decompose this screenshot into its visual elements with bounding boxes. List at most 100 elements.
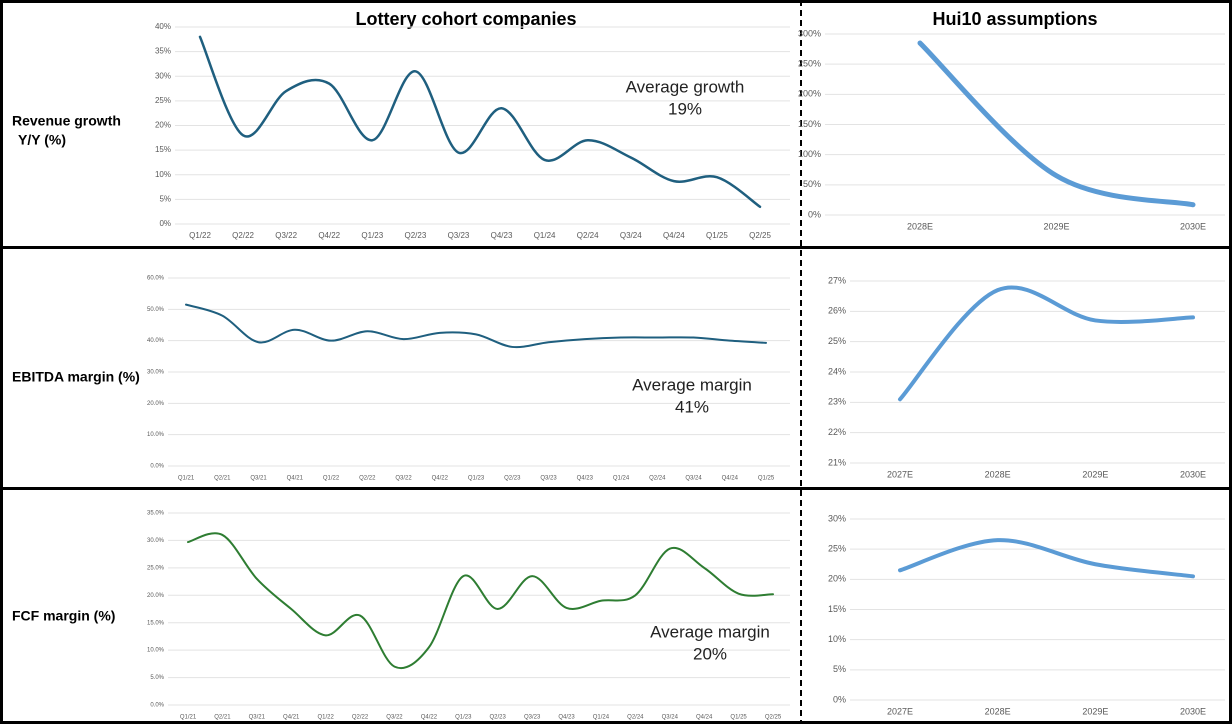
x-tick-label: Q4/24 — [696, 715, 713, 721]
y-tick-label: 250% — [798, 59, 821, 69]
x-tick-label: Q3/22 — [275, 231, 297, 240]
annotation: Average margin — [632, 375, 752, 394]
x-tick-label: Q4/22 — [421, 715, 438, 721]
x-tick-label: Q2/24 — [627, 715, 644, 721]
x-tick-label: Q4/23 — [558, 715, 575, 721]
line-series — [198, 35, 762, 209]
y-tick-label: 5% — [833, 664, 846, 674]
x-tick-label: Q1/25 — [758, 476, 775, 482]
x-tick-label: Q3/22 — [386, 715, 403, 721]
x-tick-label: Q4/21 — [287, 476, 304, 482]
y-tick-label: 25% — [155, 96, 171, 105]
x-tick-label: Q1/25 — [706, 231, 728, 240]
y-tick-label: 300% — [798, 28, 821, 38]
x-tick-label: Q4/24 — [722, 476, 739, 482]
x-tick-label: 2030E — [1180, 469, 1206, 479]
column-header: Lottery cohort companies — [355, 9, 576, 29]
x-tick-label: Q2/21 — [214, 476, 231, 482]
y-tick-label: 30.0% — [147, 538, 165, 544]
x-tick-label: Q3/23 — [524, 715, 541, 721]
y-tick-label: 25% — [828, 336, 846, 346]
x-tick-label: Q1/23 — [455, 715, 472, 721]
x-tick-label: Q2/25 — [749, 231, 771, 240]
x-tick-label: Q2/22 — [359, 476, 376, 482]
x-tick-label: Q1/21 — [178, 476, 195, 482]
x-tick-label: 2028E — [985, 469, 1011, 479]
x-tick-label: Q2/25 — [765, 715, 782, 721]
y-tick-label: 5% — [159, 194, 171, 203]
y-tick-label: 0% — [159, 219, 171, 228]
x-tick-label: Q4/23 — [491, 231, 513, 240]
y-tick-label: 23% — [828, 397, 846, 407]
x-tick-label: Q1/24 — [613, 476, 630, 482]
y-tick-label: 30% — [155, 71, 171, 80]
column-header: Hui10 assumptions — [932, 9, 1097, 29]
y-tick-label: 50% — [803, 179, 821, 189]
y-tick-label: 15.0% — [147, 620, 165, 626]
x-tick-label: 2028E — [985, 706, 1011, 716]
x-tick-label: Q4/21 — [283, 715, 300, 721]
annotation: 20% — [693, 644, 727, 663]
y-tick-label: 21% — [828, 457, 846, 467]
y-tick-label: 60.0% — [147, 276, 165, 282]
y-tick-label: 10% — [155, 170, 171, 179]
line-series — [898, 538, 1195, 579]
x-tick-label: Q2/23 — [490, 715, 507, 721]
annotation: Average margin — [650, 622, 770, 641]
row-label: EBITDA margin (%) — [12, 369, 140, 385]
x-tick-label: Q1/24 — [534, 231, 556, 240]
x-tick-label: Q3/23 — [540, 476, 557, 482]
x-tick-label: Q2/23 — [504, 476, 521, 482]
x-tick-label: Q3/23 — [448, 231, 470, 240]
y-tick-label: 20.0% — [147, 401, 165, 407]
x-tick-label: Q2/21 — [214, 715, 231, 721]
x-tick-label: Q1/23 — [361, 231, 383, 240]
x-tick-label: Q2/24 — [649, 476, 666, 482]
row-label: Revenue growth — [12, 113, 121, 129]
x-tick-label: Q4/22 — [318, 231, 340, 240]
x-tick-label: Q4/23 — [577, 476, 594, 482]
x-tick-label: Q4/24 — [663, 231, 685, 240]
y-tick-label: 15% — [155, 145, 171, 154]
y-tick-label: 10.0% — [147, 648, 165, 654]
y-tick-label: 50.0% — [147, 307, 165, 313]
y-tick-label: 15% — [828, 604, 846, 614]
y-tick-label: 35% — [155, 47, 171, 56]
y-tick-label: 40% — [155, 22, 171, 31]
y-tick-label: 20.0% — [147, 593, 165, 599]
line-series — [917, 40, 1196, 208]
y-tick-label: 0% — [808, 209, 821, 219]
y-tick-label: 0.0% — [150, 464, 164, 470]
x-tick-label: Q2/23 — [404, 231, 426, 240]
x-tick-label: 2030E — [1180, 706, 1206, 716]
x-tick-label: Q2/22 — [232, 231, 254, 240]
y-tick-label: 20% — [155, 121, 171, 130]
y-tick-label: 100% — [798, 149, 821, 159]
annotation: Average growth — [626, 77, 745, 96]
x-tick-label: Q3/24 — [662, 715, 679, 721]
y-tick-label: 20% — [828, 574, 846, 584]
line-series — [898, 285, 1195, 402]
y-tick-label: 200% — [798, 89, 821, 99]
y-tick-label: 150% — [798, 119, 821, 129]
x-tick-label: Q3/24 — [685, 476, 702, 482]
x-tick-label: Q3/22 — [395, 476, 412, 482]
x-tick-label: Q3/21 — [249, 715, 266, 721]
x-tick-label: Q4/22 — [432, 476, 449, 482]
y-tick-label: 0% — [833, 694, 846, 704]
row-label: FCF margin (%) — [12, 608, 115, 624]
x-tick-label: Q1/22 — [317, 715, 334, 721]
x-tick-label: 2030E — [1180, 221, 1206, 231]
x-tick-label: Q1/24 — [593, 715, 610, 721]
x-tick-label: Q1/23 — [468, 476, 485, 482]
y-tick-label: 40.0% — [147, 338, 165, 344]
y-tick-label: 35.0% — [147, 511, 165, 517]
y-tick-label: 30% — [828, 513, 846, 523]
y-tick-label: 22% — [828, 427, 846, 437]
x-tick-label: 2027E — [887, 469, 913, 479]
y-tick-label: 5.0% — [150, 675, 164, 681]
x-tick-label: Q2/24 — [577, 231, 599, 240]
annotation: 19% — [668, 99, 702, 118]
annotation: 41% — [675, 397, 709, 416]
